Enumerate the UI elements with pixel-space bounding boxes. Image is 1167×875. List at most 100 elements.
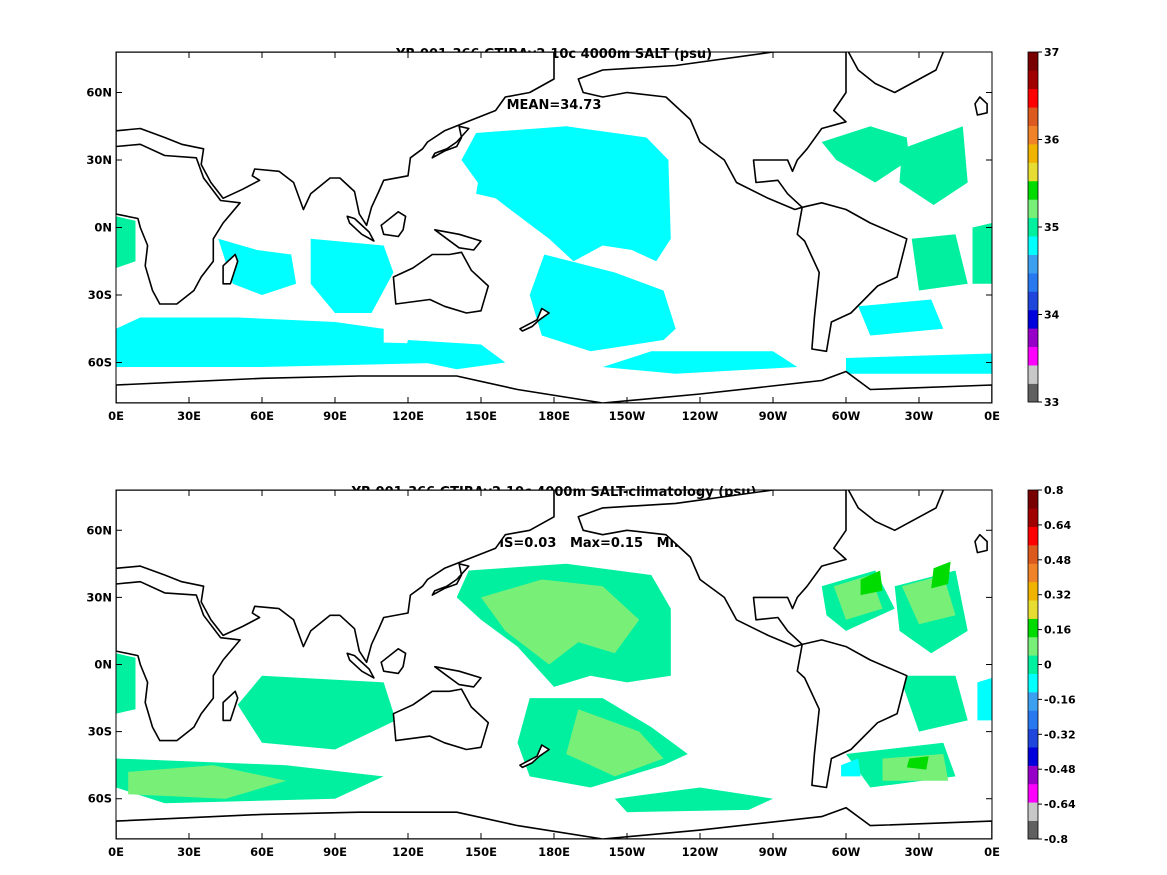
y-tick-label: 60N — [86, 86, 112, 100]
colorbar-swatch — [1028, 273, 1038, 292]
panel2-map: 0E 30E 60E 90E 120E 150E 180E 150W 120W 90W 60W 30W… — [86, 489, 1000, 859]
panel1-map: 0E 30E 60E 90E 120E 150E 180E 150W 120W 90W 60W 30W… — [86, 51, 1000, 423]
colorbar-label: 0 — [1044, 659, 1052, 672]
coastline-newzealand — [519, 307, 550, 332]
colorbar-swatch — [1028, 328, 1038, 348]
salinity-field-region — [461, 126, 671, 262]
y-tick-label: 60N — [86, 523, 112, 537]
x-tick-label: 120W — [682, 409, 719, 423]
colorbar-label: 34 — [1044, 309, 1060, 322]
salinity-high-region — [911, 234, 968, 291]
colorbar-swatch — [1028, 783, 1038, 803]
colorbar-label: 0.8 — [1044, 484, 1064, 497]
coastline-australia — [392, 251, 490, 314]
y-tick-label: 0N — [94, 658, 112, 672]
anomaly-field-region — [116, 653, 136, 714]
colorbar-label: -0.32 — [1044, 728, 1076, 741]
panel2-colorbar: 0.8 0.64 0.48 0.32 0.16 0 -0.16 -0.32 -0.48 -0.64… — [1027, 484, 1076, 846]
colorbar-label: 35 — [1044, 221, 1059, 234]
coastline-britain — [974, 96, 988, 116]
x-tick-label: 0E — [984, 409, 1000, 423]
coastline-madagascar — [222, 690, 239, 722]
y-tick-label: 30S — [88, 288, 112, 302]
colorbar-swatch — [1028, 563, 1038, 583]
salinity-field-region — [403, 340, 506, 370]
salinity-high-region — [116, 216, 136, 268]
x-tick-label: 90E — [323, 409, 347, 423]
colorbar-swatch — [1028, 673, 1038, 693]
colorbar-swatch — [1028, 383, 1038, 403]
salinity-high-region — [972, 223, 992, 284]
anomaly-field-region — [614, 787, 773, 813]
x-tick-label: 0E — [984, 845, 1000, 859]
colorbar-swatch — [1028, 802, 1038, 821]
colorbar-swatch — [1028, 180, 1038, 200]
coastline-newguinea — [433, 665, 482, 688]
x-tick-label: 180E — [538, 845, 570, 859]
y-tick-label: 30N — [86, 153, 112, 167]
coastline-africa — [116, 580, 241, 742]
y-tick-label: 30S — [88, 725, 112, 739]
x-tick-label: 150E — [465, 845, 497, 859]
x-tick-label: 60W — [832, 409, 861, 423]
coastline-europe_asia — [116, 490, 555, 664]
x-tick-label: 30E — [177, 409, 201, 423]
colorbar-label: 33 — [1044, 396, 1059, 409]
y-tick-label: 60S — [88, 356, 112, 370]
colorbar-swatch — [1028, 526, 1038, 546]
coastline-borneo — [380, 211, 407, 238]
coastline-greenland — [847, 490, 945, 532]
colorbar-swatch — [1028, 236, 1038, 255]
coastline-britain — [974, 533, 988, 554]
colorbar-swatch — [1028, 820, 1038, 840]
panel1-field — [116, 52, 992, 403]
colorbar-swatch — [1028, 365, 1038, 384]
colorbar-swatch — [1028, 692, 1038, 711]
salinity-field-region — [846, 353, 992, 374]
colorbar-swatch — [1028, 581, 1038, 601]
colorbar-swatch — [1028, 618, 1038, 638]
colorbar-swatch — [1028, 545, 1038, 564]
anomaly-positive-region — [902, 575, 956, 625]
coastline-japan — [431, 562, 470, 596]
colorbar-swatch — [1028, 636, 1038, 656]
x-tick-label: 120E — [392, 845, 424, 859]
anomaly-field-region — [899, 675, 968, 732]
coastline-antarctica — [116, 806, 992, 839]
y-tick-label: 60S — [88, 792, 112, 806]
anomaly-negative-region — [841, 758, 861, 777]
x-tick-label: 150W — [609, 845, 646, 859]
colorbar-label: 0.32 — [1044, 589, 1071, 602]
colorbar-swatch — [1028, 655, 1038, 674]
colorbar-swatch — [1028, 728, 1038, 748]
salinity-field-region — [858, 299, 944, 336]
colorbar-label: 0.64 — [1044, 519, 1071, 532]
anomaly-negative-region — [977, 677, 992, 721]
panel1-colorbar: 37 36 35 34 33 — [1027, 46, 1060, 409]
coastline-madagascar — [222, 253, 239, 285]
colorbar-swatch — [1028, 747, 1038, 766]
colorbar-swatch — [1028, 309, 1038, 329]
x-tick-label: 90E — [323, 845, 347, 859]
colorbar-swatch — [1028, 600, 1038, 619]
x-tick-label: 150W — [609, 409, 646, 423]
x-tick-label: 60E — [250, 409, 274, 423]
y-tick-label: 0N — [94, 221, 112, 235]
colorbar-label: 0.48 — [1044, 554, 1071, 567]
anomaly-positive-region — [566, 709, 664, 777]
colorbar-label: -0.64 — [1044, 798, 1076, 811]
salinity-field-region — [529, 254, 676, 352]
x-tick-label: 0E — [108, 845, 124, 859]
x-tick-label: 120W — [682, 845, 719, 859]
anomaly-high-region — [860, 570, 883, 596]
x-tick-label: 30W — [905, 409, 934, 423]
colorbar-swatch — [1028, 199, 1038, 219]
colorbar-swatch — [1028, 217, 1038, 237]
coastline-antarctica — [116, 370, 992, 403]
anomaly-high-region — [931, 561, 951, 589]
coastline-newguinea — [433, 229, 482, 251]
x-tick-label: 60E — [250, 845, 274, 859]
salinity-field-region — [310, 238, 394, 313]
x-tick-label: 0E — [108, 409, 124, 423]
